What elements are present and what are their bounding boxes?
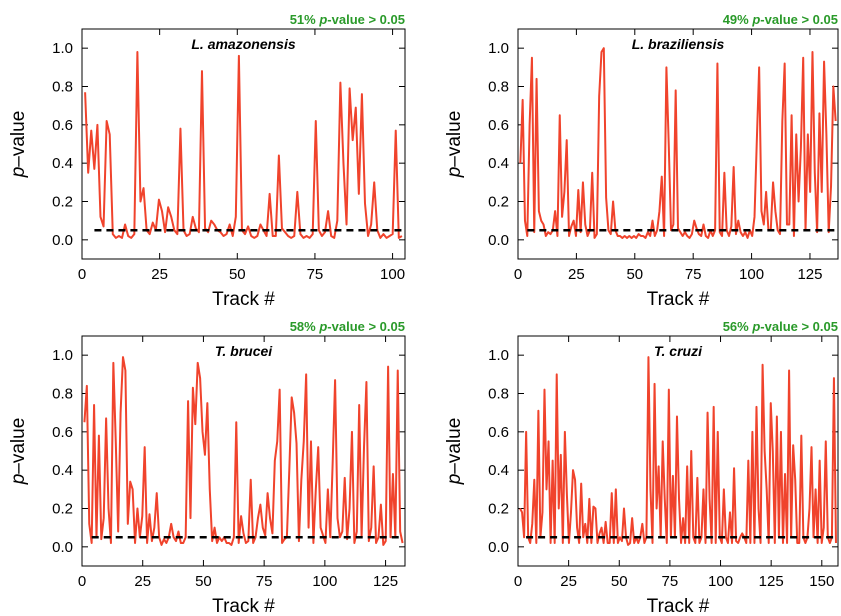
y-tick-label: 0.4	[488, 155, 509, 172]
x-tick-label: 50	[626, 266, 643, 283]
x-tick-label: 25	[151, 266, 168, 283]
y-axis-title: p–value	[8, 418, 29, 486]
pvalue-series-line	[519, 356, 837, 546]
y-tick-label: 0.8	[488, 386, 509, 403]
stat-rest: -value > 0.05	[760, 319, 838, 334]
chart-panel: 0 25 50 75 100 0.0 0.2 0.4 0.6 0.8 1.0 L. amazonens…	[8, 12, 406, 310]
stat-percent: 51%	[290, 12, 316, 27]
chart-panel: 0 25 50 75 100 125 150 0.0 0.2 0.4 0.6 0.8 1.0 T. cru…	[444, 319, 839, 616]
chart-panel: 0 25 50 75 100 125 0.0 0.2 0.4 0.6 0.8 1.0 L. brazil…	[444, 12, 839, 310]
pvalue-series-line	[84, 51, 403, 239]
stat-p: p	[751, 12, 760, 27]
x-tick-label: 75	[685, 266, 702, 283]
panel-title: T. brucei	[215, 343, 273, 359]
y-tick-label: 0.4	[488, 462, 509, 479]
x-axis-title: Track #	[212, 289, 275, 310]
y-tick-label: 0.4	[52, 155, 73, 172]
y-tick-label: 0.0	[52, 539, 73, 556]
stat-annotation: 49% p-value > 0.05	[723, 12, 838, 27]
panel-title: L. braziliensis	[632, 36, 725, 52]
y-tick-label: 0.8	[488, 79, 509, 96]
x-tick-label: 100	[380, 266, 405, 283]
pvalue-series-line	[83, 356, 404, 546]
x-tick-label: 125	[373, 573, 398, 590]
y-tick-label: 1.0	[52, 347, 73, 364]
stat-p: p	[318, 319, 327, 334]
x-tick-label: 75	[662, 573, 679, 590]
stat-rest: -value > 0.05	[327, 319, 405, 334]
y-tick-label: 0.6	[488, 424, 509, 441]
stat-percent: 56%	[723, 319, 749, 334]
plot-frame	[517, 335, 839, 567]
y-tick-label: 0.2	[52, 194, 73, 211]
y-tick-label: 1.0	[488, 40, 509, 57]
y-axis-title-p: p	[444, 474, 465, 486]
x-tick-label: 75	[307, 266, 324, 283]
x-axis-title: Track #	[647, 596, 710, 616]
y-tick-label: 1.0	[488, 347, 509, 364]
y-tick-label: 0.0	[52, 232, 73, 249]
x-tick-label: 50	[229, 266, 246, 283]
y-axis-title-p: p	[8, 167, 29, 179]
x-tick-label: 25	[568, 266, 585, 283]
stat-annotation: 58% p-value > 0.05	[290, 319, 405, 334]
y-tick-label: 0.6	[52, 424, 73, 441]
stat-percent: 49%	[723, 12, 749, 27]
x-tick-label: 125	[759, 573, 784, 590]
x-tick-label: 0	[514, 573, 522, 590]
y-tick-label: 0.6	[488, 117, 509, 134]
pvalue-series-line	[519, 47, 837, 239]
x-tick-label: 75	[256, 573, 273, 590]
y-axis-title-rest: –value	[444, 111, 465, 167]
x-tick-label: 50	[611, 573, 628, 590]
y-axis-title: p–value	[444, 111, 465, 179]
chart-panel: 0 25 50 75 100 125 0.0 0.2 0.4 0.6 0.8 1.0 T. brucei…	[8, 319, 406, 616]
panel-title: T. cruzi	[654, 343, 703, 359]
y-axis-title-p: p	[8, 474, 29, 486]
x-tick-label: 0	[514, 266, 522, 283]
x-axis-title: Track #	[212, 596, 275, 616]
y-tick-label: 0.6	[52, 117, 73, 134]
x-axis-title: Track #	[647, 289, 710, 310]
stat-rest: -value > 0.05	[327, 12, 405, 27]
y-tick-label: 0.2	[488, 194, 509, 211]
y-tick-label: 1.0	[52, 40, 73, 57]
y-axis-title-rest: –value	[8, 418, 29, 474]
plot-frame	[81, 28, 406, 260]
y-axis-title-p: p	[444, 167, 465, 179]
x-tick-label: 25	[134, 573, 151, 590]
y-tick-label: 0.2	[488, 501, 509, 518]
stat-annotation: 56% p-value > 0.05	[723, 319, 838, 334]
y-tick-label: 0.0	[488, 232, 509, 249]
y-axis-title-rest: –value	[444, 418, 465, 474]
x-tick-label: 25	[560, 573, 577, 590]
y-tick-label: 0.8	[52, 79, 73, 96]
x-tick-label: 0	[78, 573, 86, 590]
plot-frame	[81, 335, 406, 567]
y-axis-title: p–value	[444, 418, 465, 486]
stat-percent: 58%	[290, 319, 316, 334]
x-tick-label: 0	[78, 266, 86, 283]
y-axis-title: p–value	[8, 111, 29, 179]
y-tick-label: 0.4	[52, 462, 73, 479]
x-tick-label: 125	[797, 266, 822, 283]
x-tick-label: 100	[739, 266, 764, 283]
x-tick-label: 100	[708, 573, 733, 590]
stat-rest: -value > 0.05	[760, 12, 838, 27]
y-tick-label: 0.8	[52, 386, 73, 403]
stat-annotation: 51% p-value > 0.05	[290, 12, 405, 27]
y-axis-title-rest: –value	[8, 111, 29, 167]
x-tick-label: 150	[809, 573, 834, 590]
y-tick-label: 0.2	[52, 501, 73, 518]
panel-title: L. amazonensis	[191, 36, 295, 52]
x-tick-label: 50	[195, 573, 212, 590]
x-tick-label: 100	[312, 573, 337, 590]
plot-frame	[517, 28, 839, 260]
stat-p: p	[318, 12, 327, 27]
y-tick-label: 0.0	[488, 539, 509, 556]
stat-p: p	[751, 319, 760, 334]
